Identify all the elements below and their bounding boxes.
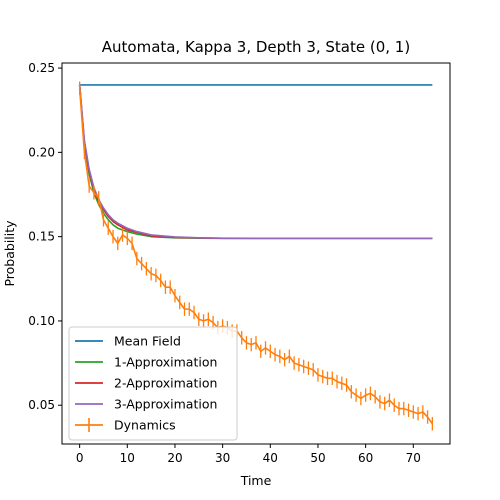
legend-entry-3-approximation: 3-Approximation: [75, 397, 217, 412]
series-line: [78, 88, 434, 425]
x-tick-label: 70: [406, 451, 421, 465]
legend-label: 1-Approximation: [114, 355, 217, 370]
legend-entry-1-approximation: 1-Approximation: [75, 355, 217, 370]
series-dynamics: [78, 81, 434, 431]
legend-entry-dynamics: Dynamics: [75, 418, 176, 433]
y-tick-label: 0.10: [28, 314, 55, 328]
legend-label: 2-Approximation: [114, 376, 217, 391]
legend-label: Dynamics: [114, 418, 176, 433]
y-axis-label: Probability: [2, 220, 17, 287]
legend-label: Mean Field: [114, 334, 181, 349]
legend-box: [68, 326, 238, 441]
x-tick-label: 10: [120, 451, 135, 465]
x-axis-label: Time: [240, 473, 272, 488]
x-tick-label: 60: [358, 451, 373, 465]
plot-area: [78, 81, 434, 431]
axes-frame: [61, 62, 451, 445]
legend-entry-mean-field: Mean Field: [75, 334, 181, 349]
y-tick-label: 0.20: [28, 145, 55, 159]
legend: Mean Field 1-Approximation 2-Approximation…: [68, 326, 238, 441]
x-tick-label: 50: [310, 451, 325, 465]
chart-title: Automata, Kappa 3, Depth 3, State (0, 1): [102, 38, 410, 56]
legend-entry-2-approximation: 2-Approximation: [75, 376, 217, 391]
x-tick-label: 0: [76, 451, 84, 465]
y-tick-label: 0.25: [28, 61, 55, 75]
y-tick-label: 0.05: [28, 398, 55, 412]
x-tick-label: 30: [215, 451, 230, 465]
x-tick-label: 40: [263, 451, 278, 465]
axis-ticks: 0 10 20 30 40 50 60 70 0.05 0.10 0.15 0.20 0.25: [28, 61, 421, 465]
x-tick-label: 20: [167, 451, 182, 465]
legend-label: 3-Approximation: [114, 397, 217, 412]
y-tick-label: 0.15: [28, 230, 55, 244]
